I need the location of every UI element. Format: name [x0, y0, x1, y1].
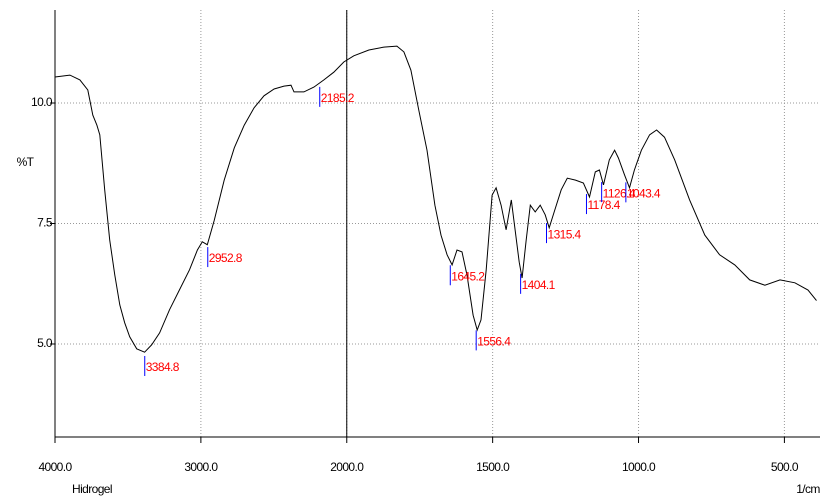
x-tick-label: 4000.0: [38, 460, 72, 474]
x-tick-label: 500.0: [771, 460, 799, 474]
spectrum-line: [54, 45, 817, 353]
caption: Hidrogel: [72, 482, 112, 496]
x-tick-label: 3000.0: [184, 460, 218, 474]
y-tick-label: 5.0: [37, 336, 53, 350]
y-tick-label: 7.5: [37, 216, 53, 230]
y-tick-label: 10.0: [31, 95, 53, 109]
peak-label: 1315.4: [548, 227, 582, 241]
peak-label: 1645.2: [451, 269, 485, 283]
y-axis-label: %T: [17, 155, 35, 169]
x-tick-label: 1500.0: [476, 460, 510, 474]
peak-label: 1556.4: [477, 335, 511, 349]
peak-label: 2952.8: [209, 251, 243, 265]
x-tick-label: 2000.0: [330, 460, 364, 474]
x-axis-label: 1/cm: [796, 482, 820, 496]
peak-label: 3384.8: [146, 360, 180, 374]
peak-label: 1404.1: [522, 278, 556, 292]
x-tick-label: 1000.0: [622, 460, 656, 474]
peak-label: 1043.4: [627, 187, 661, 201]
peak-label: 1178.4: [587, 198, 620, 212]
peak-label: 2185.2: [321, 91, 355, 105]
peak-label: 1126.4: [603, 186, 636, 200]
